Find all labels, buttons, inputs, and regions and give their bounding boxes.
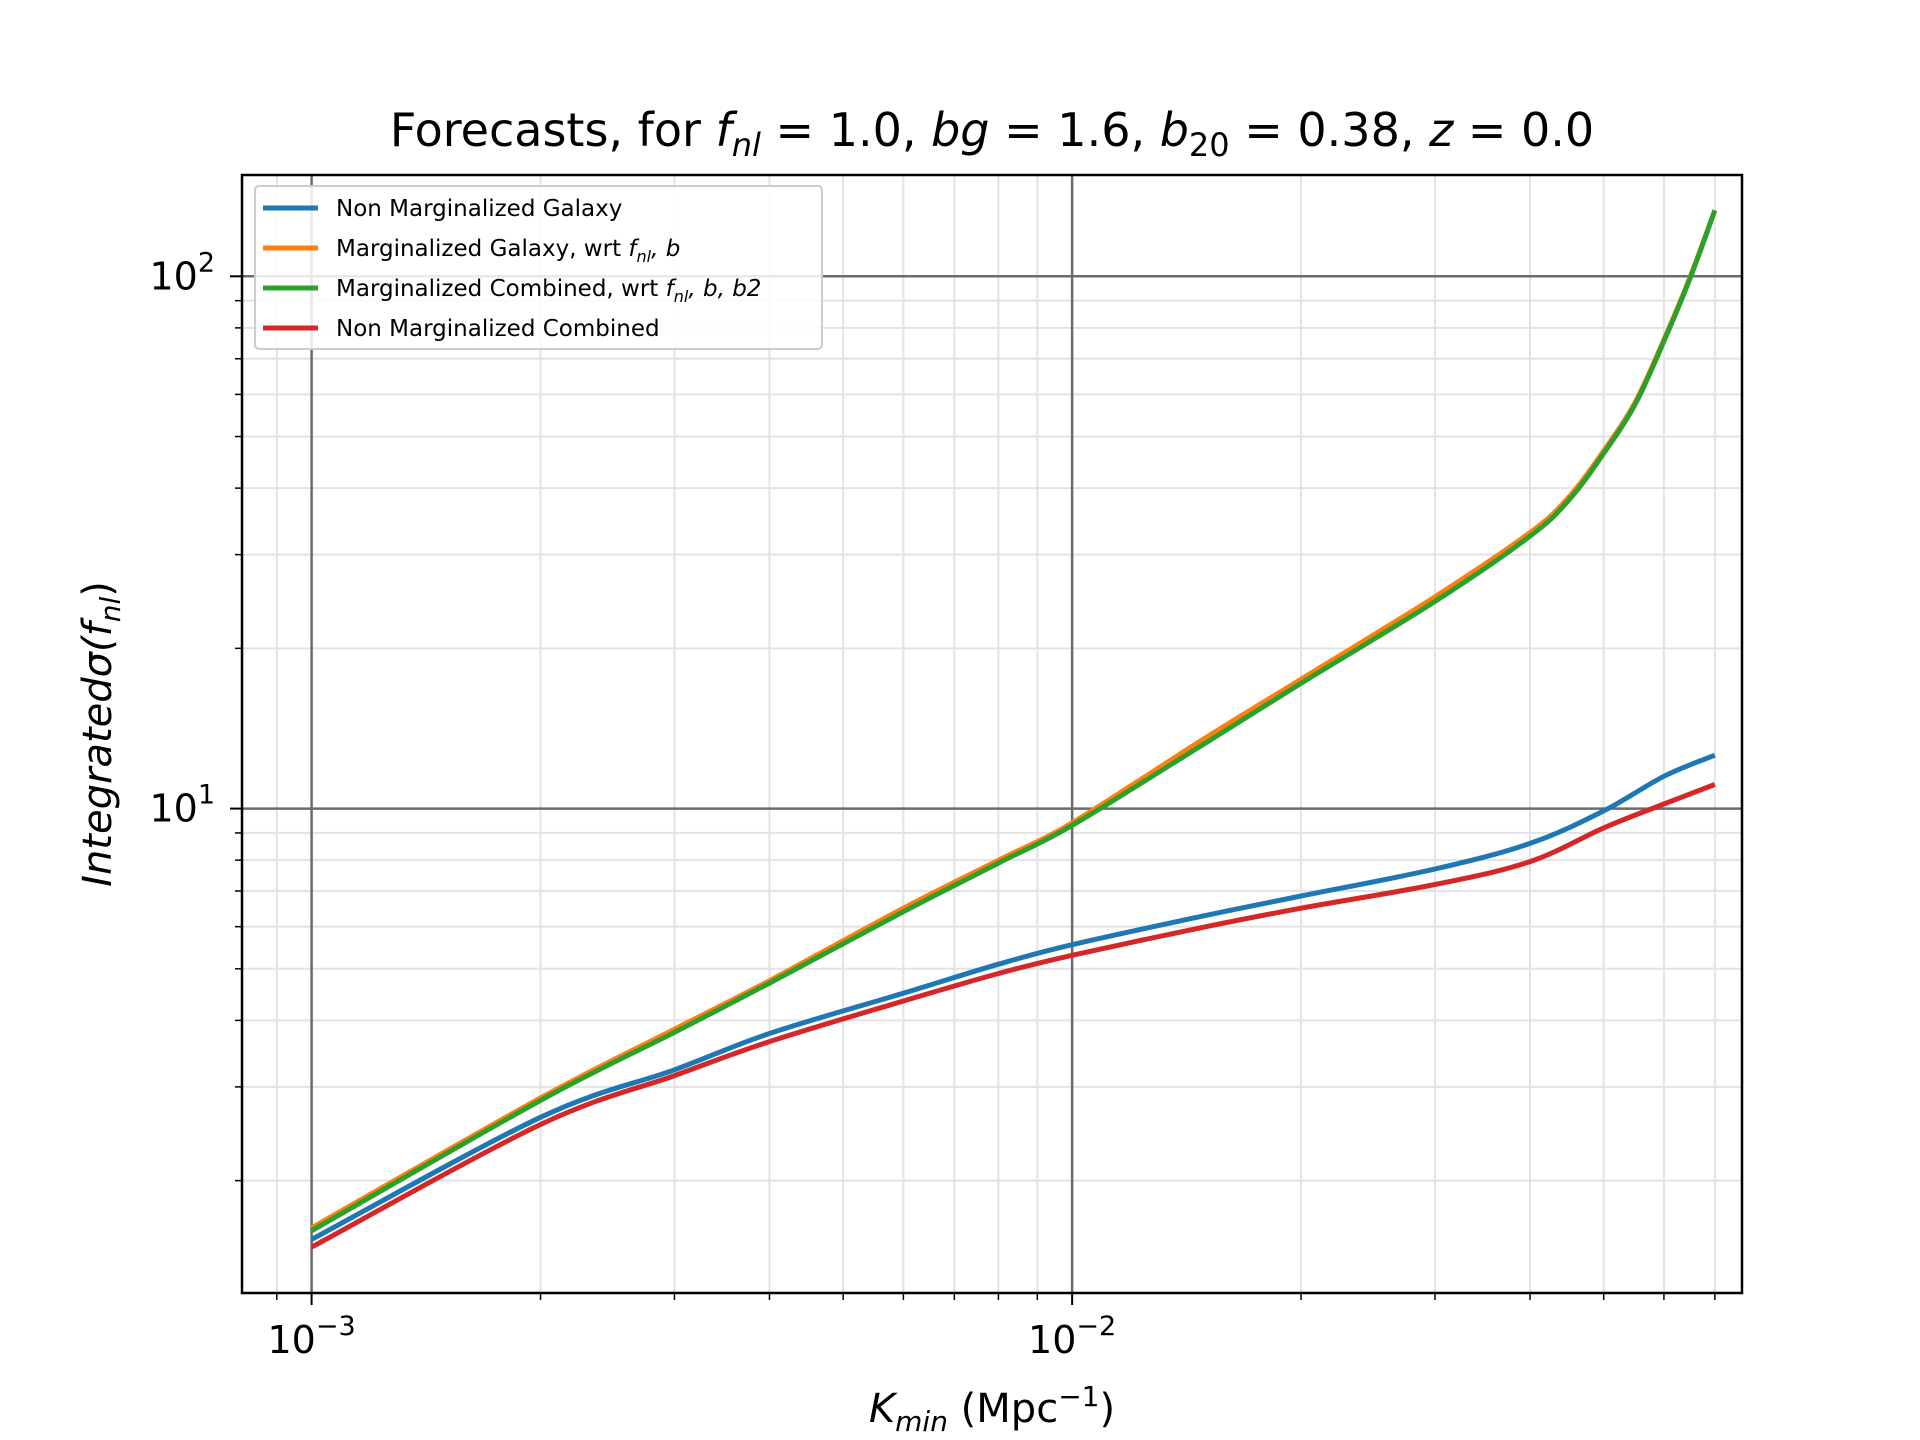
y-tick-label: 101 — [149, 780, 215, 831]
legend-label: Non Marginalized Galaxy — [336, 196, 622, 222]
y-tick-label: 102 — [149, 247, 215, 298]
x-tick-label: 10−3 — [268, 1311, 356, 1362]
series-line-2 — [310, 209, 1718, 1231]
tick-labels: 10−3 10−2 101 102 — [149, 247, 1116, 1362]
x-tick-label: 10−2 — [1028, 1311, 1116, 1362]
series-line-4 — [310, 782, 1716, 1250]
legend-box — [254, 185, 823, 350]
plot-frame — [240, 173, 1744, 1295]
axis-ticks — [230, 275, 1716, 1305]
x-axis-label: Kmin (Mpc−1) — [869, 1380, 1115, 1438]
series-layer — [310, 209, 1718, 1250]
legend-label: Non Marginalized Combined — [336, 316, 660, 342]
legend-label: Marginalized Galaxy, wrt fnl, b — [336, 236, 680, 266]
major-gridlines — [242, 175, 1742, 1293]
legend: Non Marginalized Galaxy Marginalized Gala… — [254, 185, 823, 350]
legend-label: Marginalized Combined, wrt fnl, b, b2 — [336, 276, 761, 306]
series-line-3 — [310, 209, 1718, 1233]
chart-title: Forecasts, for fnl = 1.0, bg = 1.6, b20 … — [390, 103, 1594, 164]
y-axis-label: Integratedσ(fnl) — [75, 581, 127, 887]
minor-gridlines — [242, 175, 1742, 1293]
series-line-1 — [310, 752, 1716, 1242]
